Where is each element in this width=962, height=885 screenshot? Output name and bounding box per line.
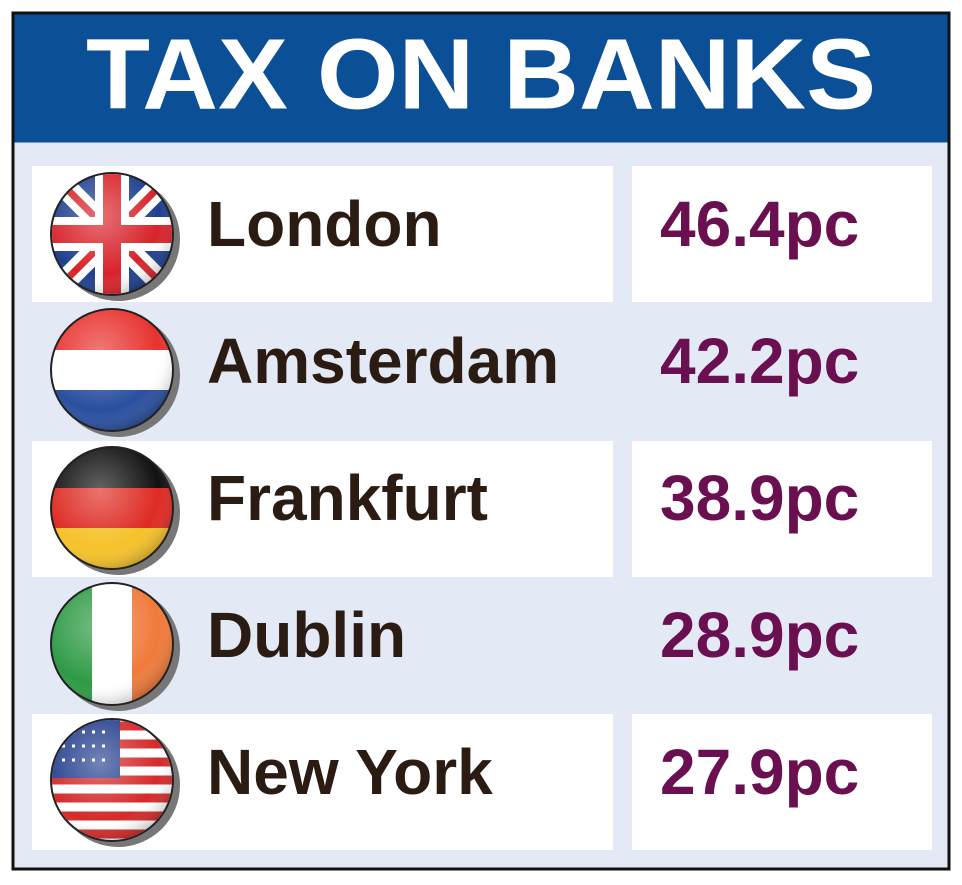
tax-rate: 28.9pc <box>660 599 859 671</box>
tax-rate: 46.4pc <box>660 188 859 260</box>
tax-rate: 42.2pc <box>660 325 859 397</box>
title-band <box>14 14 948 143</box>
city: Amsterdam <box>207 325 559 397</box>
city: London <box>207 188 442 260</box>
tax-rate: 27.9pc <box>660 736 859 808</box>
city: Frankfurt <box>207 462 488 534</box>
row-box <box>632 166 932 302</box>
row-box <box>632 441 932 577</box>
flag-uk <box>50 172 180 301</box>
title: TAX ON BANKS <box>86 18 876 130</box>
table: London 46.4pc Amsterdam 42.2pc Frankfurt… <box>207 188 859 808</box>
city: Dublin <box>207 599 406 671</box>
flag-usa <box>50 718 180 847</box>
flag-ireland <box>50 582 180 711</box>
tax-rate: 38.9pc <box>660 462 859 534</box>
row-box <box>632 714 932 850</box>
city: New York <box>207 736 493 808</box>
flag-germany <box>50 446 180 575</box>
